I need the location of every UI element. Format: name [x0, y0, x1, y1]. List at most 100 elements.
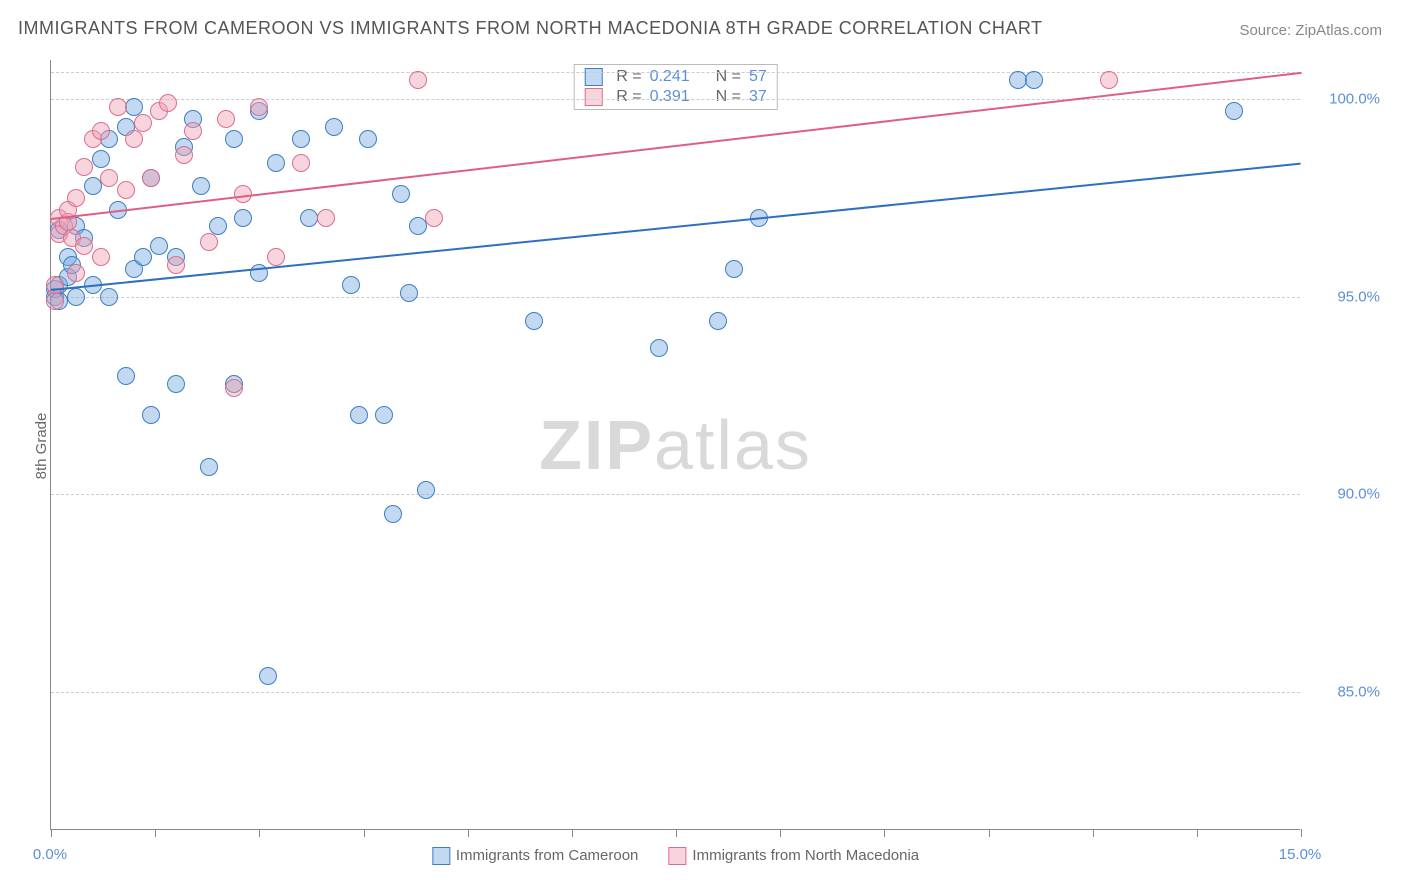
data-point: [359, 130, 377, 148]
watermark: ZIPatlas: [539, 405, 812, 485]
data-point: [217, 110, 235, 128]
x-tick: [259, 829, 260, 837]
n-label: N =: [716, 68, 741, 86]
data-point: [117, 181, 135, 199]
x-tick-label: 0.0%: [33, 846, 67, 863]
data-point: [184, 122, 202, 140]
data-point: [92, 122, 110, 140]
data-point: [650, 339, 668, 357]
data-point: [525, 312, 543, 330]
data-point: [259, 667, 277, 685]
grid-line: [51, 494, 1300, 495]
data-point: [92, 248, 110, 266]
trend-line: [51, 163, 1301, 291]
x-tick: [51, 829, 52, 837]
legend-label: Immigrants from North Macedonia: [692, 847, 919, 864]
data-point: [67, 264, 85, 282]
data-point: [134, 248, 152, 266]
data-point: [409, 71, 427, 89]
watermark-atlas: atlas: [654, 406, 812, 484]
x-tick: [1093, 829, 1094, 837]
data-point: [292, 130, 310, 148]
data-point: [1025, 71, 1043, 89]
x-tick: [155, 829, 156, 837]
source-attribution: Source: ZipAtlas.com: [1239, 22, 1382, 39]
data-point: [409, 217, 427, 235]
data-point: [75, 158, 93, 176]
x-tick: [572, 829, 573, 837]
data-point: [417, 481, 435, 499]
legend-swatch: [584, 68, 602, 86]
grid-line: [51, 99, 1300, 100]
data-point: [200, 458, 218, 476]
y-axis-label: 8th Grade: [33, 413, 50, 480]
data-point: [100, 169, 118, 187]
n-value: 37: [749, 88, 767, 106]
x-tick: [676, 829, 677, 837]
data-point: [125, 130, 143, 148]
data-point: [392, 185, 410, 203]
data-point: [175, 146, 193, 164]
grid-line: [51, 297, 1300, 298]
stats-row: R =0.391N =37: [584, 87, 767, 107]
data-point: [142, 406, 160, 424]
data-point: [192, 177, 210, 195]
data-point: [200, 233, 218, 251]
r-label: R =: [616, 68, 641, 86]
legend-swatch: [584, 88, 602, 106]
data-point: [400, 284, 418, 302]
data-point: [725, 260, 743, 278]
legend-label: Immigrants from Cameroon: [456, 847, 639, 864]
data-point: [159, 94, 177, 112]
y-tick-label: 95.0%: [1310, 288, 1380, 305]
data-point: [250, 98, 268, 116]
data-point: [384, 505, 402, 523]
x-tick: [1301, 829, 1302, 837]
data-point: [150, 237, 168, 255]
x-tick: [1197, 829, 1198, 837]
x-tick: [468, 829, 469, 837]
grid-line: [51, 692, 1300, 693]
data-point: [225, 379, 243, 397]
data-point: [1009, 71, 1027, 89]
data-point: [325, 118, 343, 136]
scatter-plot-area: ZIPatlas R =0.241N =57R =0.391N =37 Immi…: [50, 60, 1300, 830]
data-point: [350, 406, 368, 424]
data-point: [292, 154, 310, 172]
data-point: [317, 209, 335, 227]
data-point: [84, 177, 102, 195]
r-value: 0.391: [650, 88, 690, 106]
data-point: [67, 189, 85, 207]
data-point: [109, 98, 127, 116]
r-value: 0.241: [650, 68, 690, 86]
data-point: [342, 276, 360, 294]
series-legend: Immigrants from Cameroon Immigrants from …: [432, 847, 919, 865]
n-label: N =: [716, 88, 741, 106]
data-point: [267, 248, 285, 266]
legend-item: Immigrants from Cameroon: [432, 847, 639, 865]
watermark-zip: ZIP: [539, 406, 654, 484]
data-point: [67, 288, 85, 306]
stats-row: R =0.241N =57: [584, 67, 767, 87]
y-tick-label: 90.0%: [1310, 486, 1380, 503]
data-point: [1225, 102, 1243, 120]
data-point: [225, 130, 243, 148]
y-tick-label: 100.0%: [1310, 91, 1380, 108]
data-point: [117, 367, 135, 385]
data-point: [1100, 71, 1118, 89]
data-point: [134, 114, 152, 132]
x-tick: [884, 829, 885, 837]
data-point: [267, 154, 285, 172]
y-tick-label: 85.0%: [1310, 683, 1380, 700]
data-point: [234, 209, 252, 227]
data-point: [100, 288, 118, 306]
legend-swatch: [432, 847, 450, 865]
x-tick: [780, 829, 781, 837]
legend-swatch: [668, 847, 686, 865]
data-point: [375, 406, 393, 424]
data-point: [142, 169, 160, 187]
data-point: [167, 375, 185, 393]
data-point: [425, 209, 443, 227]
chart-title: IMMIGRANTS FROM CAMEROON VS IMMIGRANTS F…: [18, 18, 1043, 39]
data-point: [709, 312, 727, 330]
